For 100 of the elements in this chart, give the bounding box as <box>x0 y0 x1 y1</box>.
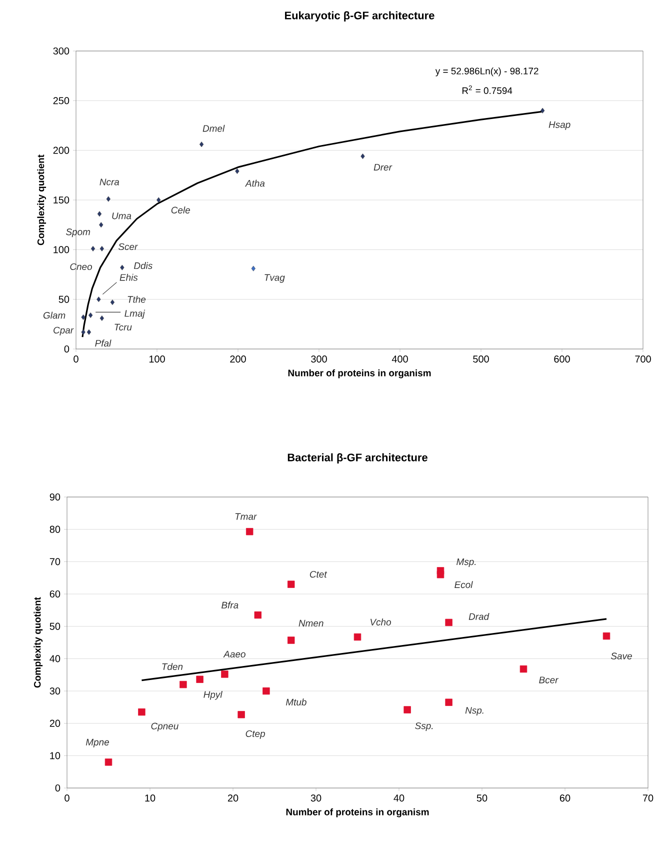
annotation: y = 52.986Ln(x) - 98.172 <box>435 67 538 76</box>
point <box>445 618 452 626</box>
y-tick-label: 20 <box>50 720 60 727</box>
y-tick-label: 0 <box>64 345 70 353</box>
y-tick-label: 150 <box>54 196 70 204</box>
y-tick-label: 300 <box>53 47 70 55</box>
annotation: Cneo <box>70 263 92 270</box>
y-axis-title: Complexity quotient <box>37 154 46 246</box>
point <box>88 312 93 318</box>
y-tick-label: 80 <box>50 526 60 533</box>
y-tick-label: 40 <box>50 655 60 662</box>
annotation: Lmaj <box>124 310 146 319</box>
point <box>86 329 92 335</box>
annotation: R$^{2}$ = 0.7594 <box>462 85 512 94</box>
annotation: Mtub <box>286 698 306 706</box>
point <box>238 711 245 718</box>
annotation: Tvag <box>264 274 285 283</box>
y-tick-label: 30 <box>50 687 60 695</box>
x-tick-label: 10 <box>145 794 156 802</box>
x-tick-label: 400 <box>392 356 408 363</box>
point <box>96 296 101 302</box>
annotation: Tthe <box>128 296 146 303</box>
annotation: Hsap <box>548 121 570 130</box>
annotation: Bcer <box>539 676 559 684</box>
annotation: Cpneu <box>151 722 178 732</box>
point <box>138 708 146 716</box>
point <box>196 676 204 683</box>
point <box>404 706 411 714</box>
annotation: Vcho <box>370 618 391 626</box>
point <box>97 211 102 217</box>
x-tick-label: 20 <box>228 794 238 802</box>
x-tick-label: 40 <box>394 794 404 802</box>
point <box>99 222 104 228</box>
annotation: Pfal <box>95 340 112 347</box>
point <box>221 670 228 678</box>
point <box>81 314 86 320</box>
x-axis-title: Number of proteins in organism <box>286 808 429 818</box>
point <box>246 528 254 536</box>
point <box>445 698 452 706</box>
point <box>360 154 365 160</box>
point <box>90 246 96 252</box>
annotation: Msp. <box>456 558 476 567</box>
point <box>288 580 295 588</box>
x-tick-label: 700 <box>635 356 651 363</box>
y-tick-label: 250 <box>53 97 70 104</box>
chart-title: Bacterial β-GF architecture <box>288 453 428 464</box>
x-tick-label: 200 <box>230 356 246 363</box>
annotation: Ctet <box>310 570 328 578</box>
annotation: Uma <box>112 212 132 220</box>
annotation: Atha <box>244 180 265 187</box>
point <box>100 246 104 252</box>
annotation: Mpne <box>86 738 109 748</box>
annotation: Dmel <box>202 124 225 132</box>
point <box>110 300 115 306</box>
annotation: Ehis <box>120 274 138 281</box>
point <box>436 571 444 578</box>
y-axis-title: Complexity quotient <box>34 597 43 688</box>
y-tick-label: 10 <box>50 752 60 760</box>
x-tick-label: 50 <box>476 794 488 802</box>
point <box>104 758 112 766</box>
y-tick-label: 60 <box>50 590 60 598</box>
point <box>199 142 204 148</box>
point <box>120 264 124 270</box>
annotation: Spom <box>66 228 90 238</box>
annotation: Cele <box>171 206 190 214</box>
y-tick-label: 200 <box>53 146 70 154</box>
point <box>354 633 362 641</box>
point <box>262 687 270 695</box>
point <box>81 329 86 335</box>
point <box>540 108 545 114</box>
annotation: Ctep <box>246 730 265 739</box>
point <box>235 168 240 174</box>
x-tick-label: 500 <box>473 356 489 363</box>
point <box>254 611 262 619</box>
annotation: Tmar <box>235 513 257 520</box>
chart-title: Eukaryotic β-GF architecture <box>285 11 434 22</box>
annotation: Drad <box>468 612 490 620</box>
point <box>106 196 110 202</box>
y-tick-label: 0 <box>55 784 60 792</box>
y-tick-label: 50 <box>50 622 60 630</box>
x-axis-title: Number of proteins in organism <box>288 369 431 378</box>
annotation: Nmen <box>298 620 324 627</box>
point <box>251 266 256 272</box>
annotation: Tcru <box>114 324 132 331</box>
annotation: Ncra <box>100 178 120 186</box>
point <box>100 315 104 321</box>
point <box>180 680 187 688</box>
annotation: Ddis <box>134 262 152 270</box>
point <box>520 665 528 673</box>
x-tick-label: 60 <box>560 794 570 802</box>
annotation: Cpar <box>54 326 74 336</box>
annotation: Hpyl <box>204 690 222 700</box>
x-tick-label: 600 <box>554 356 570 363</box>
point <box>156 197 161 203</box>
annotation: Tden <box>162 663 183 670</box>
x-tick-label: 70 <box>642 794 654 802</box>
annotation: Nsp. <box>465 707 484 716</box>
annotation: Ecol <box>454 581 473 588</box>
annotation: Aaeo <box>223 650 246 658</box>
annotation: Ssp. <box>415 722 433 732</box>
